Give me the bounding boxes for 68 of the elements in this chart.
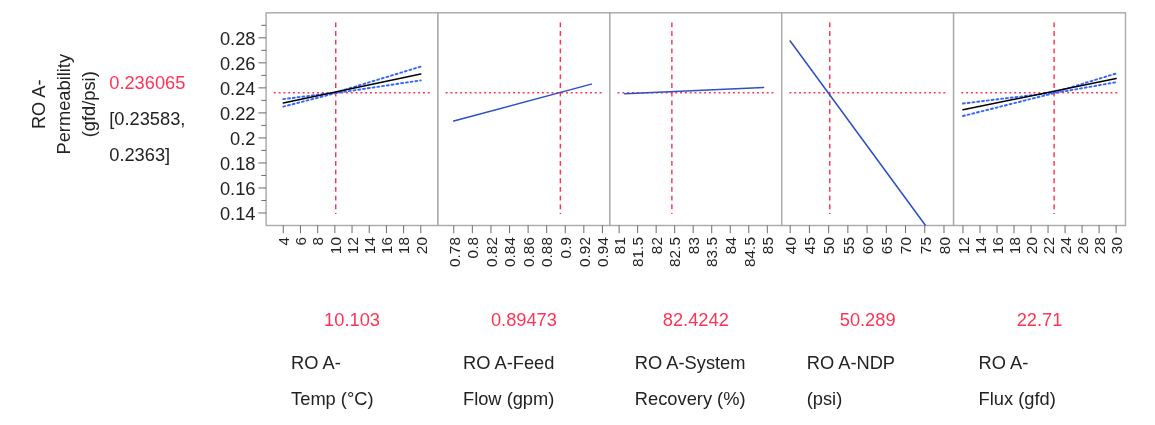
- x-tick-label: 22: [1039, 237, 1057, 255]
- x-tick-label: 20: [412, 237, 430, 255]
- x-tick-label: 14: [971, 236, 989, 255]
- ref-line-label: 0.89473: [490, 308, 557, 330]
- x-tick-label: 0.92: [575, 237, 593, 267]
- ref-line-label: 10.103: [324, 308, 380, 330]
- x-axis-title: RO A- Temp (°C): [291, 351, 374, 410]
- x-tick-label: 0.84: [501, 236, 519, 267]
- x-tick-label: 10: [326, 237, 344, 255]
- x-tick-label: 6: [292, 237, 310, 246]
- x-axis-title: RO A-Feed Flow (gpm): [463, 351, 555, 410]
- y-tick-label: 0.28: [219, 27, 256, 49]
- x-tick-label: 81: [610, 237, 628, 255]
- y-tick-label: 0.22: [219, 102, 256, 124]
- x-tick-label: 83: [684, 237, 702, 255]
- x-tick-label: 20: [1022, 237, 1040, 255]
- y-axis-title: RO A- Permeability (gfd/psi): [27, 53, 99, 155]
- x-tick-label: 18: [395, 237, 413, 255]
- x-axis-title: RO A-NDP (psi): [806, 351, 896, 410]
- text: [0.23583,: [109, 108, 186, 130]
- x-tick-label: 18: [1005, 237, 1023, 255]
- x-tick-label: 75: [916, 237, 934, 255]
- x-axis-title: RO A- Flux (gfd): [978, 351, 1056, 410]
- x-tick-label: 82.5: [666, 237, 684, 267]
- x-tick-label: 50: [820, 237, 838, 255]
- x-tick-label: 55: [839, 237, 857, 255]
- x-tick-label: 0.8: [464, 237, 482, 259]
- x-tick-label: 26: [1073, 237, 1091, 255]
- x-tick-label: 30: [1107, 237, 1125, 255]
- x-tick-label: 0.86: [519, 237, 537, 267]
- x-tick-label: 81.5: [629, 237, 647, 267]
- x-tick-label: 40: [781, 237, 799, 255]
- ref-line-label: 82.4242: [662, 308, 729, 330]
- ref-line-label: 22.71: [1016, 308, 1063, 330]
- x-tick-label: 16: [988, 237, 1006, 255]
- x-tick-label: 0.88: [538, 237, 556, 267]
- y-tick-label: 0.16: [219, 177, 256, 199]
- x-tick-label: 85: [759, 237, 777, 255]
- x-tick-label: 0.94: [594, 236, 612, 267]
- x-tick-label: 82: [647, 237, 665, 255]
- x-tick-label: 80: [935, 237, 953, 255]
- x-tick-label: 0.78: [445, 237, 463, 267]
- x-tick-label: 70: [897, 237, 915, 255]
- x-tick-label: 16: [378, 237, 396, 255]
- x-tick-label: 84.5: [740, 237, 758, 267]
- x-tick-label: 83.5: [703, 237, 721, 267]
- ref-line-label: 50.289: [839, 308, 896, 330]
- x-tick-label: 4: [275, 236, 293, 246]
- x-tick-label: 14: [361, 236, 378, 255]
- y-tick-label: 0.24: [219, 77, 256, 99]
- x-tick-label: 12: [954, 237, 972, 255]
- x-tick-label: 60: [858, 237, 876, 255]
- x-tick-label: 8: [309, 237, 327, 246]
- x-tick-label: 0.82: [482, 237, 500, 267]
- x-tick-label: 84: [722, 236, 740, 255]
- y-tick-label: 0.26: [219, 52, 256, 74]
- x-tick-label: 12: [343, 237, 361, 255]
- y-tick-label: 0.2: [230, 127, 256, 149]
- ref-line-label: 0.236065: [109, 71, 186, 93]
- y-tick-label: 0.14: [219, 202, 256, 224]
- text: 0.2363]: [109, 144, 171, 166]
- x-axis-title: RO A-System Recovery (%): [634, 351, 746, 410]
- x-tick-label: 0.9: [557, 237, 575, 259]
- x-tick-label: 24: [1056, 236, 1074, 255]
- x-tick-label: 45: [801, 237, 819, 255]
- y-tick-label: 0.18: [219, 152, 256, 174]
- x-tick-label: 28: [1090, 237, 1108, 255]
- x-tick-label: 65: [878, 237, 896, 255]
